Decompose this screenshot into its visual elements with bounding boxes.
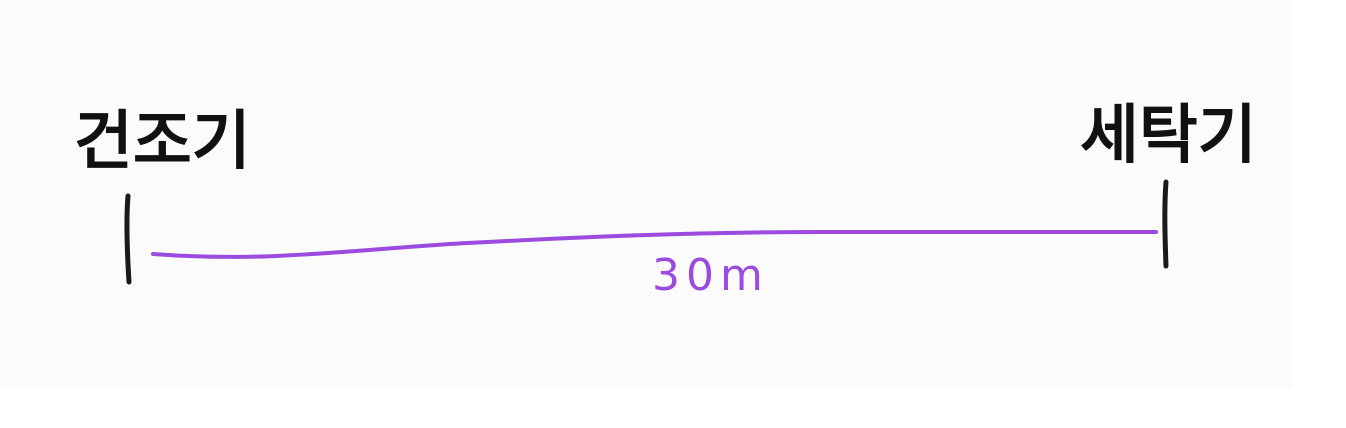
distance-label: 30m [652,250,769,301]
right-endpoint-tick [1162,179,1169,269]
diagram-canvas: 건조기 세탁기 30m [74,99,1257,301]
washer-label: 세탁기 [1080,99,1257,173]
distance-diagram [124,179,1169,285]
left-endpoint-tick [124,193,132,285]
distance-line [151,229,1158,259]
dryer-label: 건조기 [74,105,251,179]
